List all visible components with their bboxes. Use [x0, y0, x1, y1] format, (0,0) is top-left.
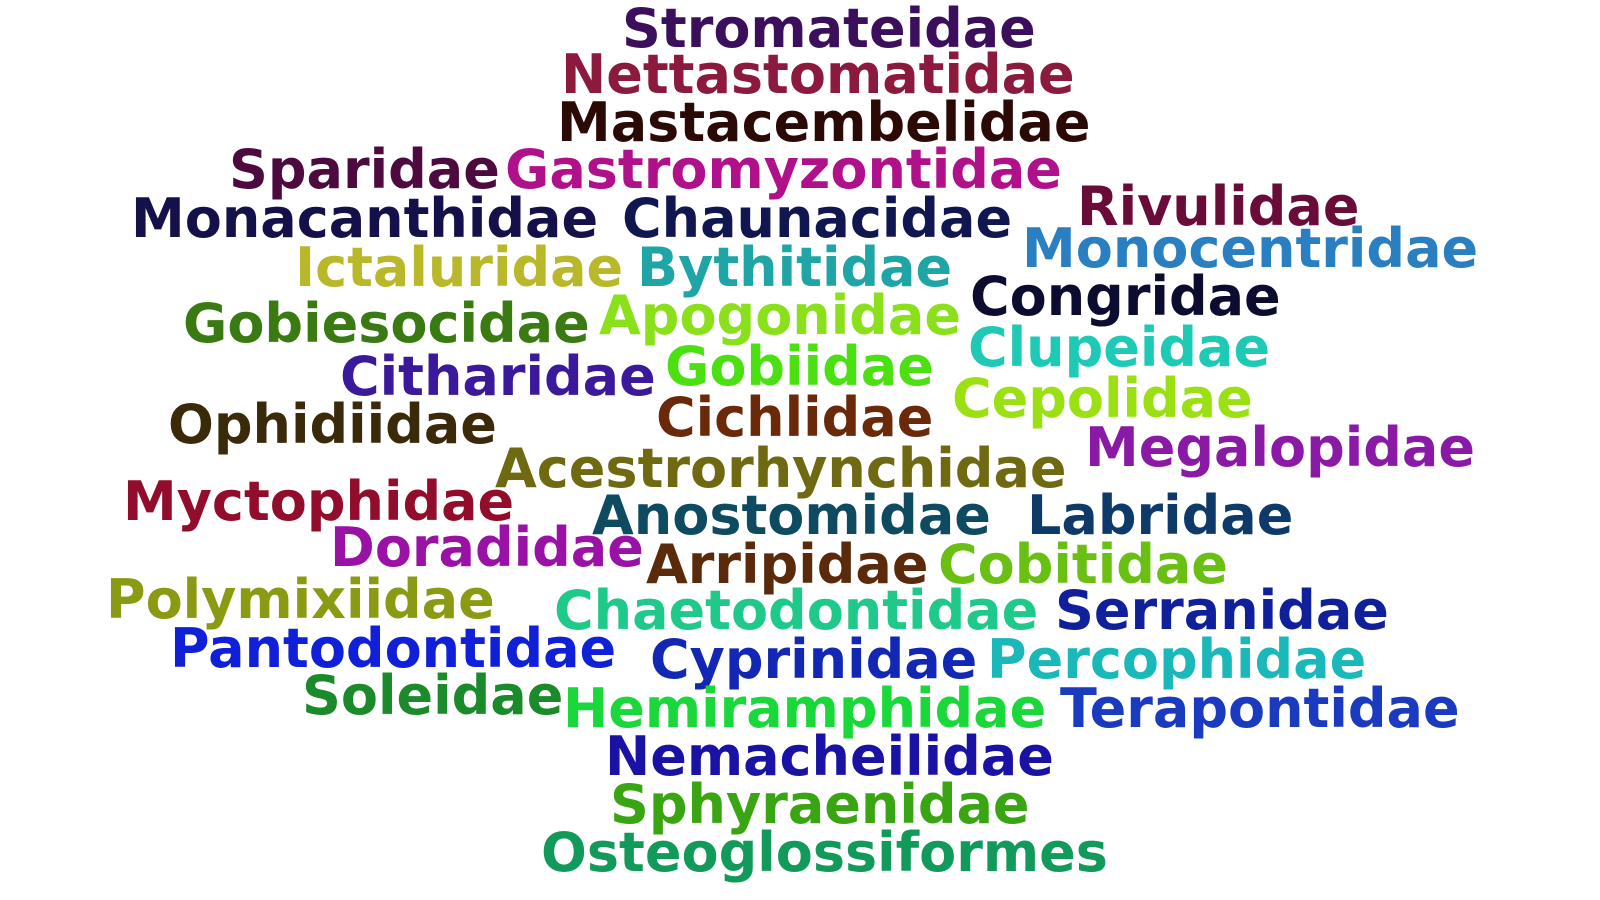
cloud-word: Megalopidae [1085, 416, 1475, 479]
cloud-word: Monacanthidae [131, 187, 599, 250]
cloud-word: Nemacheilidae [605, 725, 1054, 788]
cloud-word: Anostomidae [592, 484, 991, 547]
cloud-word: Monocentridae [1022, 217, 1479, 280]
cloud-word: Serranidae [1055, 579, 1389, 642]
cloud-word: Sphyraenidae [610, 773, 1030, 836]
cloud-word: Mastacembelidae [557, 91, 1091, 154]
cloud-word: Citharidae [340, 345, 656, 408]
cloud-word: Cyprinidae [650, 628, 978, 691]
cloud-word: Acestrorhynchidae [495, 437, 1067, 500]
cloud-word: Clupeidae [968, 316, 1271, 379]
cloud-word: Ophidiidae [168, 393, 497, 456]
cloud-word: Soleidae [302, 664, 564, 727]
cloud-word: Rivulidae [1077, 175, 1360, 238]
cloud-word: Nettastomatidae [561, 43, 1075, 106]
cloud-word: Cepolidae [952, 367, 1253, 430]
cloud-word: Pantodontidae [170, 617, 617, 680]
cloud-word: Chaetodontidae [554, 579, 1039, 642]
cloud-word: Polymixiidae [106, 568, 495, 631]
cloud-word: Gobiidae [665, 335, 934, 398]
cloud-word: Labridae [1027, 484, 1294, 547]
cloud-word: Doradidae [330, 516, 644, 579]
cloud-word: Percophidae [987, 628, 1367, 691]
cloud-word: Apogonidae [599, 284, 961, 347]
cloud-word: Bythitidae [637, 236, 953, 299]
cloud-word: Ictaluridae [295, 236, 624, 299]
cloud-word: Osteoglossiformes [541, 821, 1108, 884]
cloud-word: Terapontidae [1060, 677, 1460, 740]
cloud-word: Congridae [970, 265, 1281, 328]
cloud-word: Gobiesocidae [183, 292, 590, 355]
cloud-word: Stromateidae [622, 0, 1036, 60]
cloud-word: Cobitidae [938, 533, 1228, 596]
cloud-word: Sparidae [229, 138, 500, 201]
cloud-word: Chaunacidae [622, 187, 1013, 250]
cloud-word: Cichlidae [656, 386, 934, 449]
cloud-word: Gastromyzontidae [505, 138, 1062, 201]
cloud-word: Myctophidae [123, 470, 515, 533]
cloud-word: Hemiramphidae [563, 677, 1047, 740]
cloud-word: Arripidae [646, 533, 929, 596]
